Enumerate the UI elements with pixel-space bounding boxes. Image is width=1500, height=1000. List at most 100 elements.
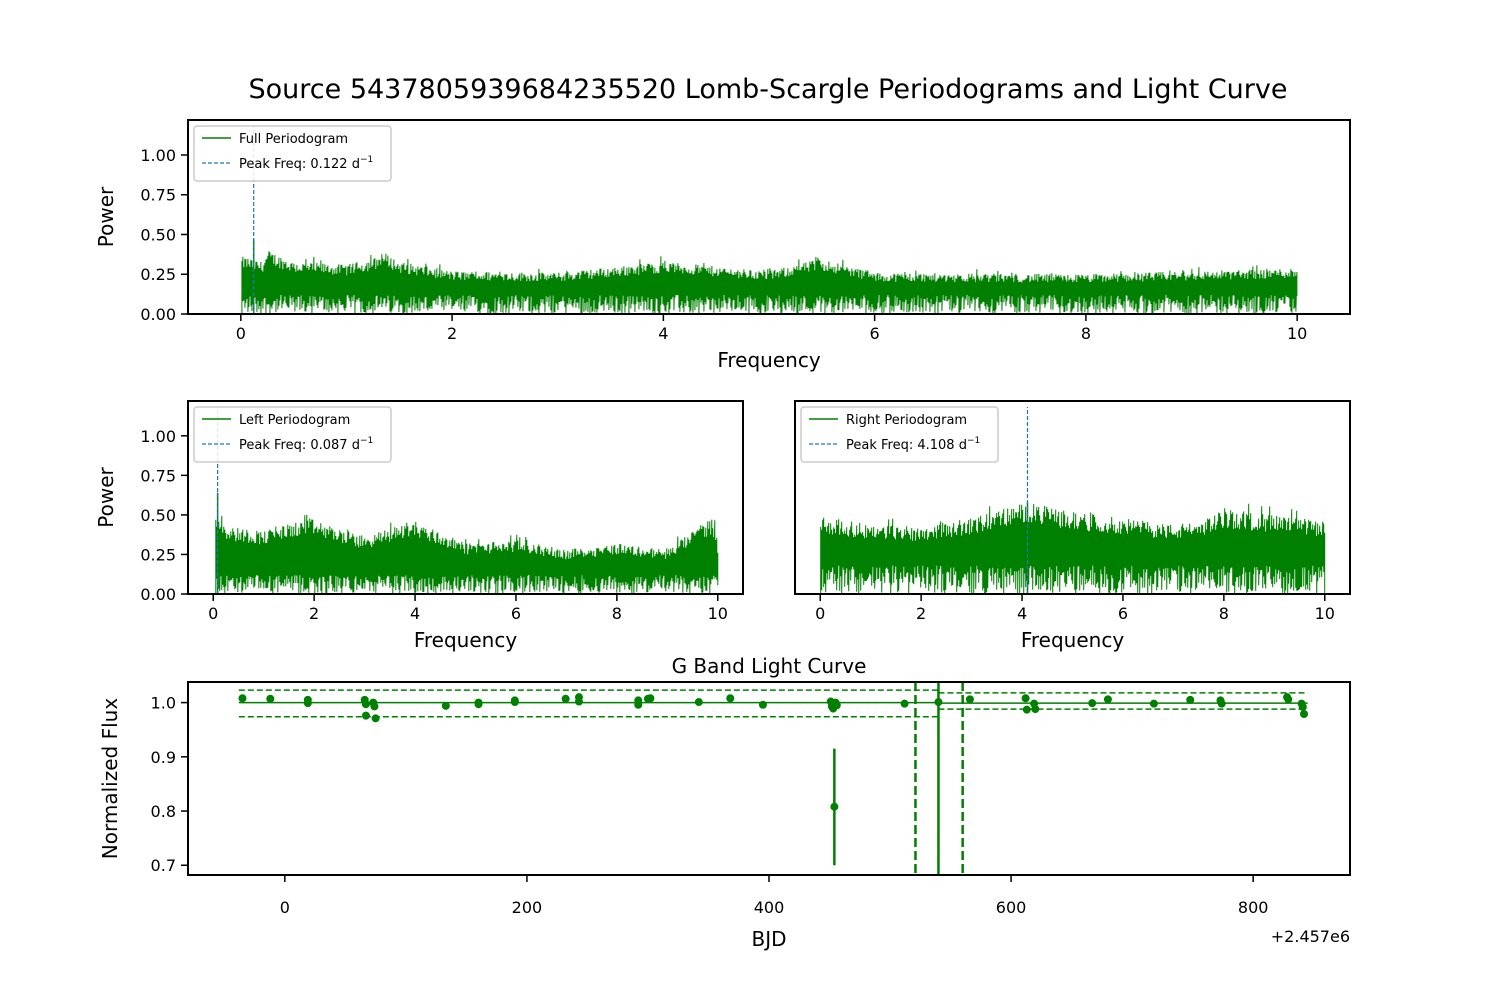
data-point [1103,695,1112,704]
x-tick-label: 2 [309,604,319,623]
x-tick-label: 8 [1081,324,1091,343]
light-curve-title: G Band Light Curve [672,654,867,678]
x-tick-label: 6 [870,324,880,343]
y-tick-label: 0.25 [140,265,176,284]
x-tick-label: 8 [1219,604,1229,623]
y-tick-label: 0.00 [140,585,176,604]
y-tick-label: 1.0 [151,694,176,713]
data-point [474,700,483,709]
y-tick-label: 0.50 [140,225,176,244]
periodogram-line [241,251,1298,315]
y-tick-label: 1.00 [140,146,176,165]
y-tick-label: 0.9 [151,748,176,767]
x-tick-label: 10 [1287,324,1307,343]
periodogram-line [215,514,719,595]
right-periodogram-panel: 0 2 4 6 8 10 Frequency Right Periodogram Peak Fr… [794,400,1351,652]
y-tick-label: 0.75 [140,466,176,485]
x-axis-label: Frequency [414,628,517,652]
y-tick-label: 0.75 [140,186,176,205]
data-point [361,700,370,709]
data-point [758,700,767,709]
y-tick-label: 0.25 [140,545,176,564]
x-offset-text: +2.457e6 [1271,927,1350,946]
x-tick-label: 0 [208,604,218,623]
legend-unit-superscript: −1 [360,155,373,165]
x-tick-label: 4 [1017,604,1027,623]
axes-frame [187,119,1351,315]
y-tick-label: 1.00 [140,427,176,446]
legend-label-series: Full Periodogram [239,132,348,147]
figure-title: Source 5437805939684235520 Lomb-Scargle … [249,74,1288,105]
data-point [361,711,370,720]
x-tick-label: 10 [708,604,728,623]
data-point [934,698,943,707]
x-tick-label: 4 [658,324,668,343]
data-point [441,701,450,710]
full-periodogram-panel: 0 2 4 6 8 10 0.00 0.25 0.50 0.75 1.00 Frequency Powe… [94,119,1351,372]
x-tick-label: 8 [612,604,622,623]
data-point [1284,695,1293,704]
x-axis-label: BJD [751,927,786,951]
light-curve-panel: 0 200 400 600 800 0.7 0.8 0.9 1.0 G Band Light Cu… [98,654,1351,951]
data-point [1022,705,1031,714]
legend-label-peak: Peak Freq: 4.108 d−1 [846,436,980,453]
x-tick-label: 200 [512,898,543,917]
data-point [1021,694,1030,703]
data-point [726,694,735,703]
legend-frame [800,406,999,463]
x-tick-label: 10 [1315,604,1335,623]
legend-unit-superscript: −1 [967,436,980,446]
x-tick-label: 0 [280,898,290,917]
data-point [303,699,312,708]
legend: Full Periodogram Peak Freq: 0.122 d−1 [193,125,392,182]
legend-label-peak: Peak Freq: 0.087 d−1 [239,436,373,453]
x-axis-label: Frequency [717,348,820,372]
data-point [634,700,643,709]
data-point [830,802,839,811]
x-tick-label: 600 [996,898,1027,917]
y-axis-label: Normalized Flux [98,698,122,860]
x-tick-label: 6 [1118,604,1128,623]
x-tick-label: 2 [447,324,457,343]
x-tick-label: 800 [1238,898,1269,917]
data-point [371,714,380,723]
x-axis-label: Frequency [1021,628,1124,652]
y-axis-label: Power [94,186,118,247]
data-point [1300,709,1309,718]
left-periodogram-panel: 0 2 4 6 8 10 0.00 0.25 0.50 0.75 1.00 Frequency Powe… [94,400,744,652]
x-tick-label: 2 [916,604,926,623]
legend: Left Periodogram Peak Freq: 0.087 d−1 [193,406,392,463]
x-tick-label: 0 [815,604,825,623]
data-point [1298,702,1307,711]
legend-label-series: Left Periodogram [239,413,350,428]
data-point [370,702,379,711]
data-point [1186,695,1195,704]
y-tick-label: 0.8 [151,802,176,821]
x-tick-label: 4 [410,604,420,623]
legend-label-series: Right Periodogram [846,413,967,428]
data-point [1217,699,1226,708]
y-tick-label: 0.7 [151,856,176,875]
legend-frame [193,125,392,182]
data-point [574,697,583,706]
y-tick-label: 0.00 [140,305,176,324]
legend: Right Periodogram Peak Freq: 4.108 d−1 [800,406,999,463]
data-point [510,698,519,707]
data-point [900,699,909,708]
data-point [1031,705,1040,714]
data-point [646,694,655,703]
periodogram-line [820,503,1326,594]
axes-frame [187,400,744,595]
axes-frame [794,400,1351,595]
data-point [1088,699,1097,708]
x-tick-label: 400 [754,898,785,917]
legend-unit-superscript: −1 [360,436,373,446]
axes-frame [187,681,1351,876]
data-point [694,698,703,707]
data-point [1149,699,1158,708]
legend-label-peak: Peak Freq: 0.122 d−1 [239,155,373,172]
y-axis-label: Power [94,466,118,527]
y-tick-label: 0.50 [140,506,176,525]
data-point [238,694,247,703]
